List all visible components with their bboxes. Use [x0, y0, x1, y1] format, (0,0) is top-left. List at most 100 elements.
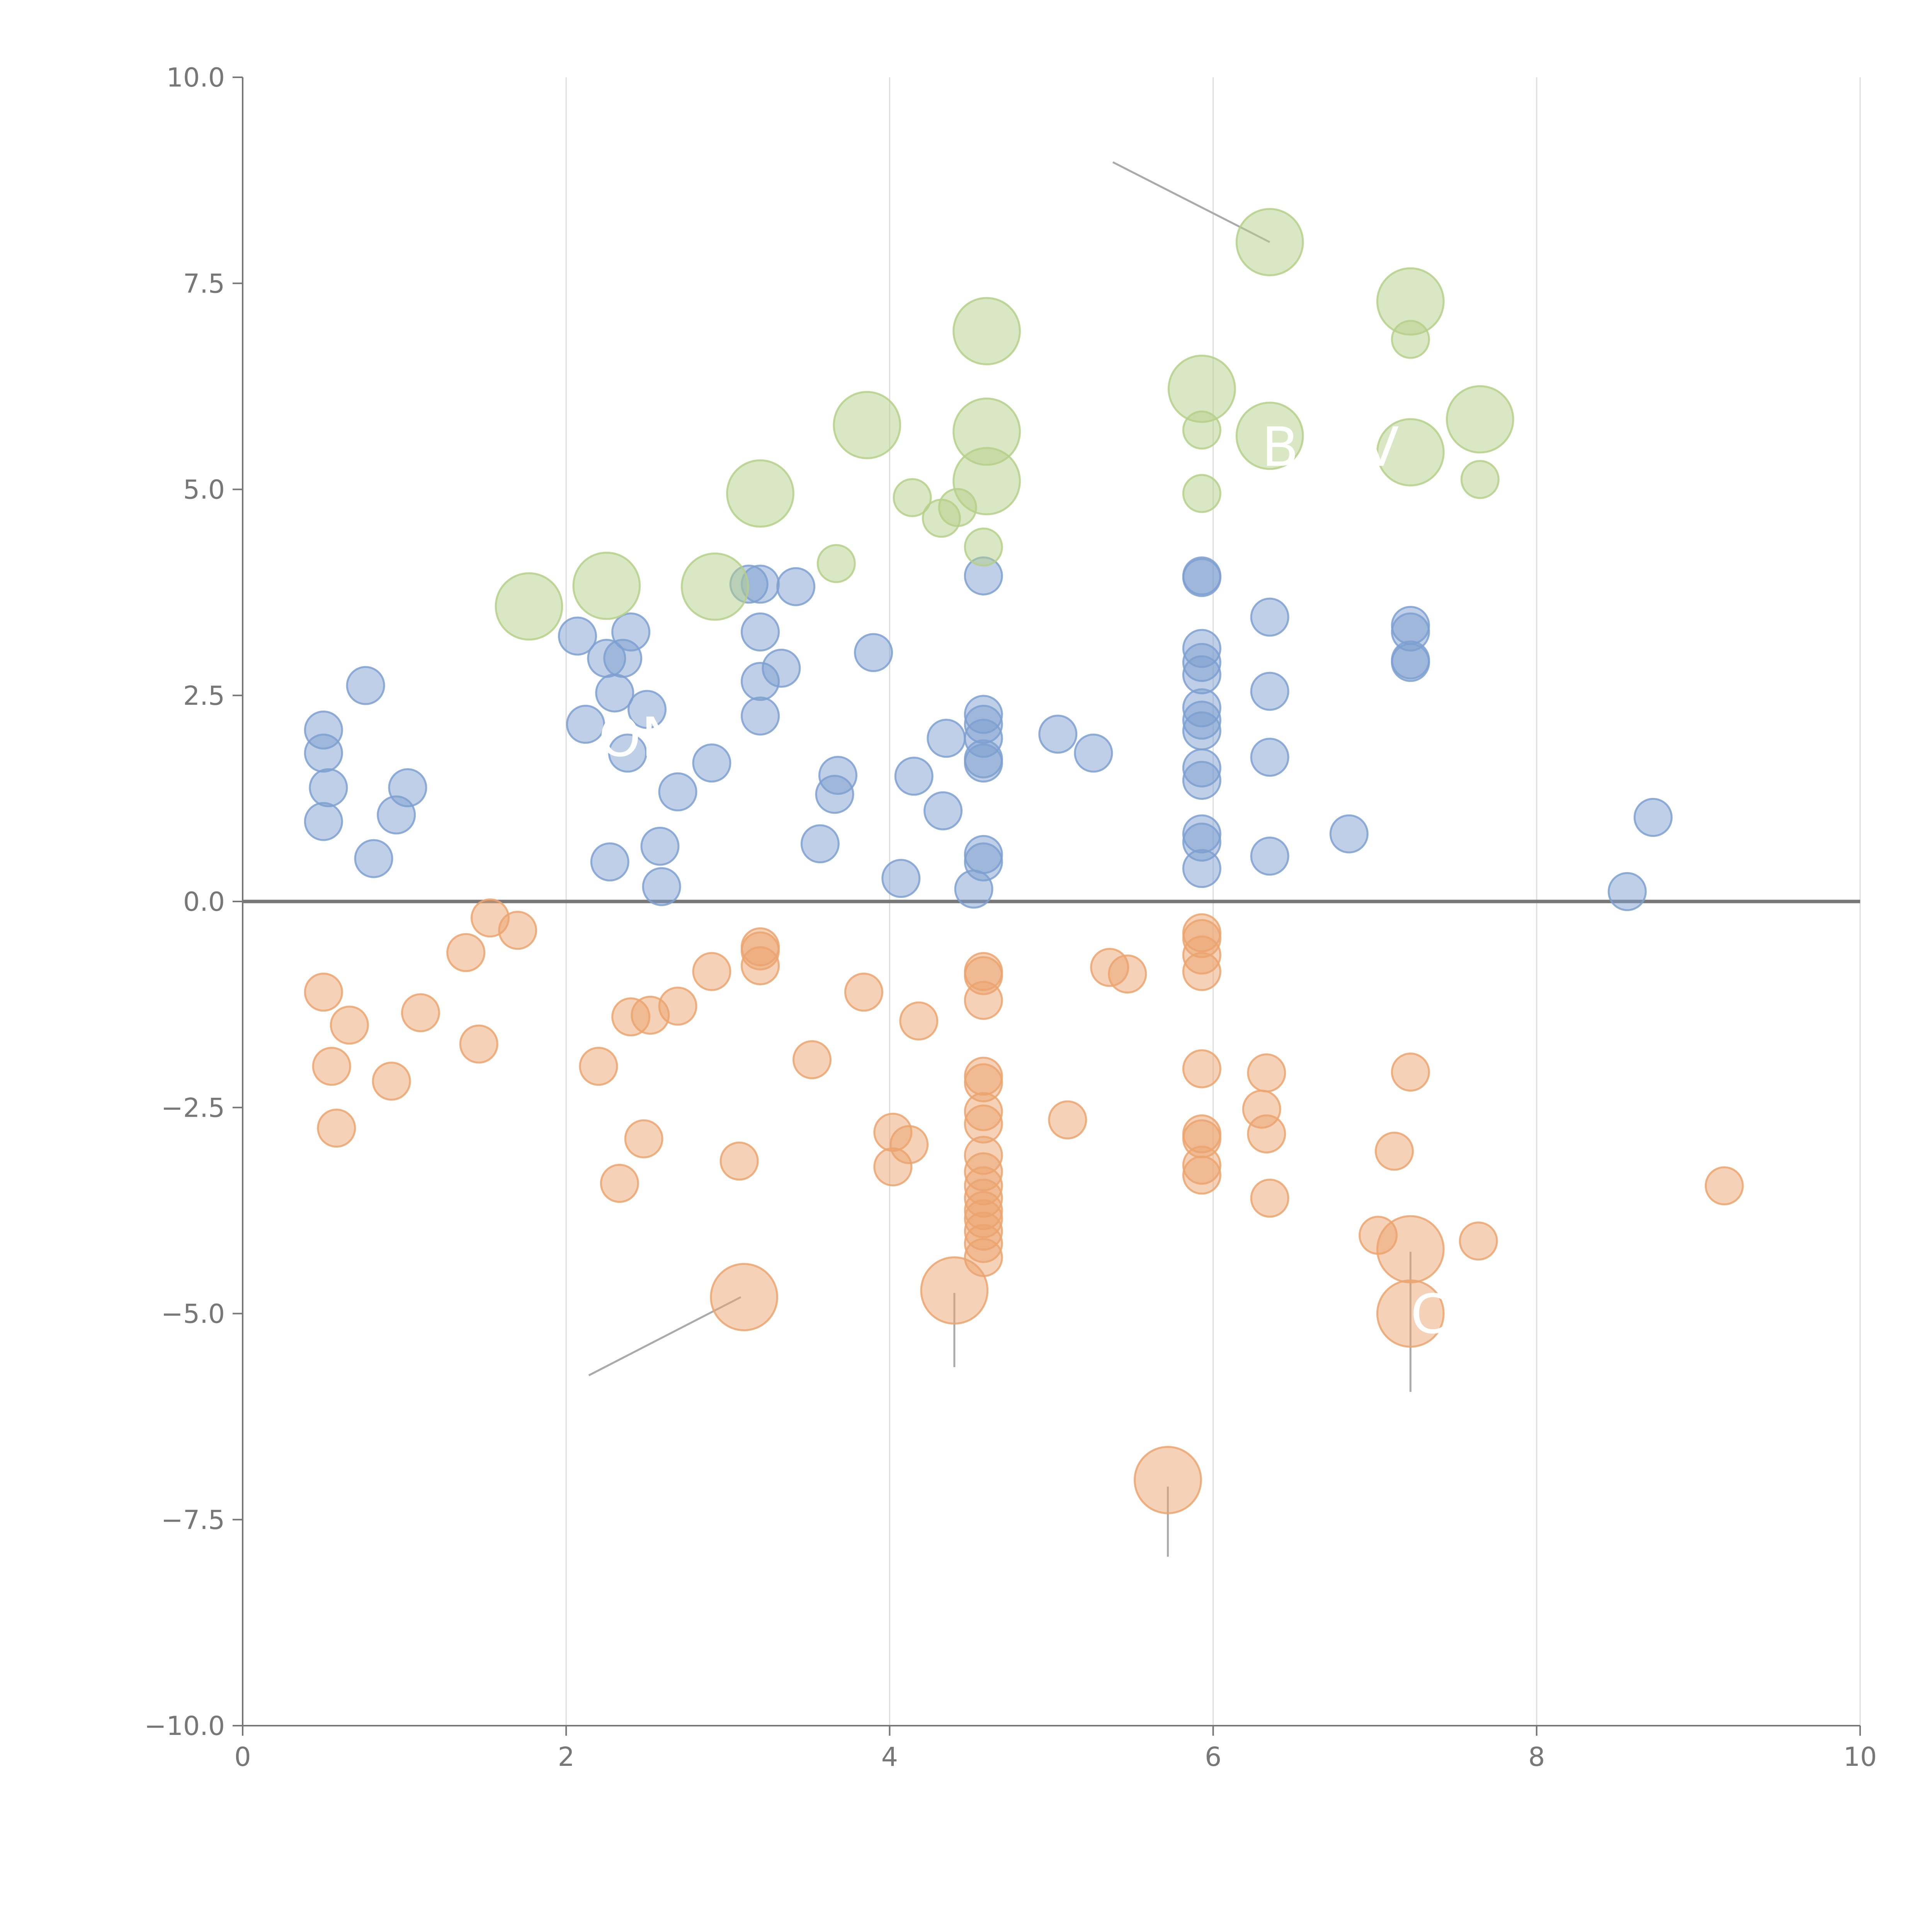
negative-point [920, 1256, 989, 1325]
positive-point [1250, 837, 1289, 876]
annotation-label: C [1410, 1283, 1448, 1346]
y-tick-label: 5.0 [183, 475, 225, 505]
highlight-point [833, 391, 901, 459]
positive-point [741, 612, 780, 652]
y-tick-label: −2.5 [161, 1093, 225, 1123]
positive-point [1182, 849, 1221, 888]
positive-point [608, 733, 647, 773]
positive-point [854, 633, 893, 672]
negative-point [372, 1061, 411, 1101]
y-tick-label: 7.5 [183, 269, 225, 299]
x-tick-label: 4 [881, 1742, 898, 1772]
positive-point [388, 768, 427, 808]
annotation-label: V [1362, 416, 1399, 479]
x-tick-label: 0 [234, 1742, 251, 1772]
negative-point [312, 1047, 351, 1086]
positive-point [881, 859, 921, 898]
negative-point [600, 1163, 639, 1203]
negative-point [1247, 1053, 1286, 1093]
positive-point [590, 842, 629, 882]
negative-point [741, 946, 780, 985]
negative-point [1250, 1179, 1289, 1218]
negative-point [1704, 1166, 1744, 1206]
negative-point [498, 911, 537, 950]
negative-point [792, 1040, 832, 1080]
positive-point [692, 743, 731, 783]
positive-point [1329, 814, 1369, 854]
negative-point [1134, 1446, 1202, 1514]
highlight-point [495, 572, 563, 641]
positive-point [1607, 872, 1647, 911]
highlight-point [1235, 401, 1304, 470]
highlight-point [1376, 418, 1445, 486]
highlight-point [1182, 474, 1221, 513]
positive-point [1074, 733, 1113, 773]
negative-point [692, 952, 731, 991]
positive-point [1182, 655, 1221, 694]
negative-point [1376, 1279, 1445, 1348]
positive-point [1633, 798, 1673, 837]
highlight-point [893, 478, 932, 517]
positive-point [628, 690, 667, 729]
positive-point [1391, 643, 1430, 682]
positive-point [923, 791, 963, 830]
negative-point [899, 1001, 939, 1041]
positive-point [346, 666, 385, 705]
annotation-label: ON [599, 706, 682, 769]
negative-point [1376, 1215, 1445, 1284]
negative-point [1391, 1053, 1430, 1092]
positive-point [1250, 672, 1289, 711]
positive-point [741, 696, 780, 736]
positive-point [1182, 711, 1221, 750]
highlight-point [1460, 460, 1500, 499]
negative-point [401, 993, 440, 1032]
x-tick-label: 10 [1844, 1742, 1877, 1772]
positive-point [658, 772, 697, 811]
annotation-layer: ON B V C [599, 416, 1448, 1346]
highlight-point [1235, 208, 1304, 276]
negative-point [1182, 952, 1221, 991]
negative-point [1374, 1131, 1414, 1171]
negative-point [1459, 1221, 1498, 1261]
negative-point [719, 1141, 759, 1181]
positive-point [762, 648, 801, 688]
negative-point [1182, 1155, 1221, 1195]
negative-point [330, 1005, 369, 1045]
highlight-point [1182, 410, 1221, 450]
y-tick-label: 10.0 [167, 63, 225, 93]
positive-point [1182, 760, 1221, 800]
positive-point [642, 867, 681, 906]
positive-point [954, 869, 993, 909]
highlight-point [952, 447, 1021, 515]
x-tick-label: 2 [558, 1742, 575, 1772]
negative-point [446, 933, 486, 972]
positive-point [640, 827, 680, 866]
positive-point [354, 839, 393, 878]
negative-point [1247, 1114, 1286, 1154]
positive-point [1250, 738, 1289, 777]
positive-point [304, 733, 343, 773]
negative-point [624, 1119, 663, 1158]
negative-point [1182, 1049, 1221, 1088]
positive-point [818, 756, 857, 795]
positive-point [1250, 597, 1289, 637]
annotation-label: B [1262, 416, 1299, 479]
negative-point [658, 986, 697, 1026]
highlight-point [952, 297, 1021, 366]
y-tick-label: −7.5 [161, 1505, 225, 1536]
positive-point [558, 616, 597, 656]
y-tick-label: 2.5 [183, 681, 225, 711]
highlight-point [1391, 320, 1430, 359]
negative-point [459, 1024, 498, 1064]
positive-point [309, 768, 348, 808]
positive-point [927, 719, 966, 758]
negative-point [317, 1109, 356, 1148]
negative-point [710, 1263, 779, 1332]
y-tick-label: −10.0 [145, 1711, 225, 1742]
positive-point [1038, 714, 1078, 754]
positive-point [800, 824, 840, 864]
positive-point [566, 704, 605, 744]
highlight-point [964, 527, 1003, 567]
positive-point [611, 612, 651, 652]
